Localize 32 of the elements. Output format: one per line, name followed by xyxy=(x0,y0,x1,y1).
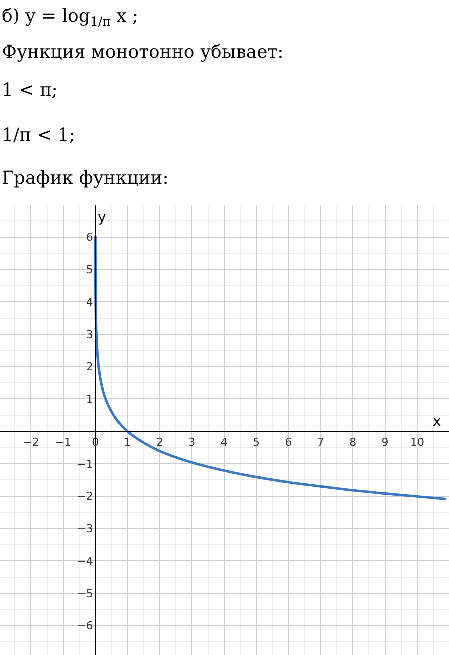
y-tick-label: −6 xyxy=(77,620,94,633)
x-tick-label: 10 xyxy=(410,436,424,449)
chart-title: б) y = log$_{1/π}$ x ; xyxy=(2,6,139,29)
line-series xyxy=(94,235,448,501)
text: 1 < π; xyxy=(2,80,58,101)
x-tick-label: 4 xyxy=(220,436,228,449)
x-tick-label: 2 xyxy=(156,436,164,449)
text: 1/π < 1; xyxy=(2,125,76,146)
x-tick-label: 6 xyxy=(285,436,292,449)
y-tick-label: 5 xyxy=(86,264,94,277)
y-tick-label: 2 xyxy=(86,360,94,374)
x-tick-label: −2 xyxy=(23,436,40,449)
y-tick-label: −3 xyxy=(77,522,94,536)
x-tick-label: 1 xyxy=(124,436,132,449)
y-tick-label: −4 xyxy=(77,554,94,568)
y-tick-label: 4 xyxy=(86,296,94,309)
text: Функция монотонно убывает: xyxy=(2,42,284,63)
x-tick-label: 8 xyxy=(350,436,357,449)
y-tick-label: −5 xyxy=(77,587,94,600)
x-tick-label: 3 xyxy=(188,436,196,449)
x-tick-label: 9 xyxy=(382,436,389,449)
y-tick-label: 1 xyxy=(86,393,94,406)
y-tick-label: −2 xyxy=(77,490,94,504)
y-tick-label: −1 xyxy=(77,458,94,471)
y-tick-label: 3 xyxy=(86,328,94,342)
x-tick-label: 5 xyxy=(253,436,260,449)
x-axis-title: x xyxy=(433,414,442,430)
y-axis-title: y xyxy=(98,210,106,226)
x-tick-label: −1 xyxy=(55,436,72,449)
y-tick-label: 6 xyxy=(86,231,94,244)
x-tick-label: 7 xyxy=(317,436,324,449)
text: График функции: xyxy=(2,168,169,189)
